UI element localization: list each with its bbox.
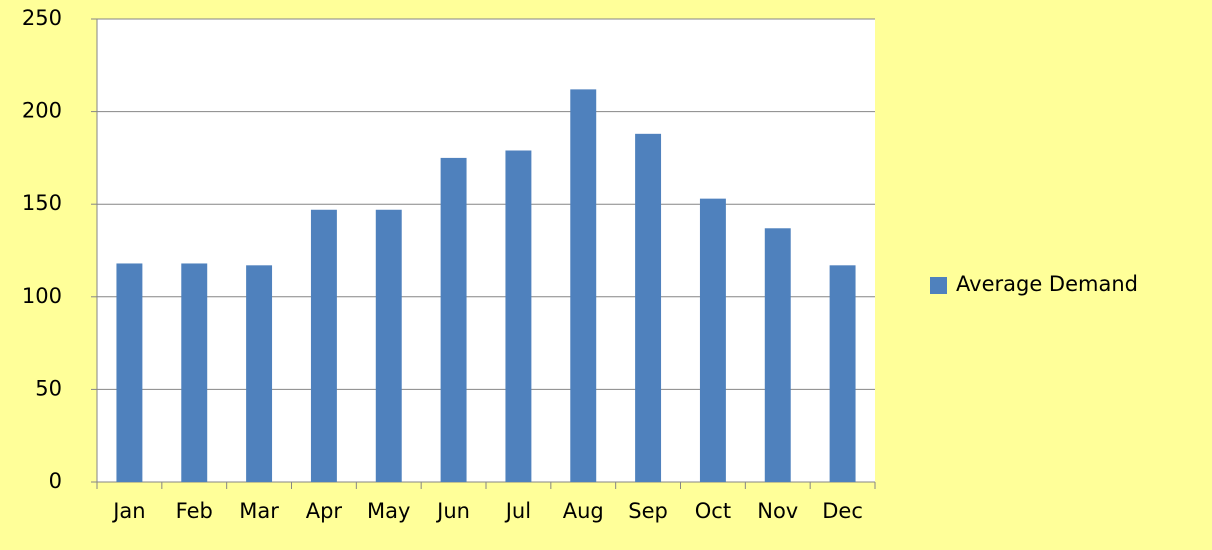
y-tick-label: 150 <box>22 191 62 215</box>
bar <box>699 198 726 483</box>
x-tick-label: Jul <box>504 499 531 523</box>
bar <box>440 157 467 482</box>
plot-area <box>97 19 875 482</box>
bar <box>635 133 662 482</box>
bar <box>246 265 273 482</box>
x-tick-label: Jan <box>111 499 145 523</box>
x-tick-label: Mar <box>239 499 279 523</box>
x-tick-label: May <box>367 499 410 523</box>
x-tick-label: Dec <box>822 499 863 523</box>
x-tick-label: Feb <box>176 499 213 523</box>
x-tick-label: Apr <box>306 499 343 523</box>
y-tick-label: 50 <box>35 376 62 400</box>
x-tick-label: Sep <box>628 499 668 523</box>
y-tick-label: 100 <box>22 284 62 308</box>
bar <box>829 265 856 482</box>
bar <box>505 150 532 482</box>
bar <box>375 209 402 483</box>
x-tick-label: Aug <box>563 499 604 523</box>
bar <box>116 263 143 482</box>
x-tick-label: Jun <box>435 499 470 523</box>
x-tick-label: Oct <box>695 499 731 523</box>
legend-label: Average Demand <box>956 272 1138 296</box>
y-tick-label: 250 <box>22 6 62 30</box>
x-tick-label: Nov <box>757 499 798 523</box>
y-tick-label: 200 <box>22 99 62 123</box>
legend-swatch <box>930 277 947 294</box>
bar <box>764 228 791 482</box>
bar <box>310 209 337 483</box>
bar <box>181 263 208 482</box>
bar <box>570 89 597 482</box>
y-tick-label: 0 <box>49 469 62 493</box>
